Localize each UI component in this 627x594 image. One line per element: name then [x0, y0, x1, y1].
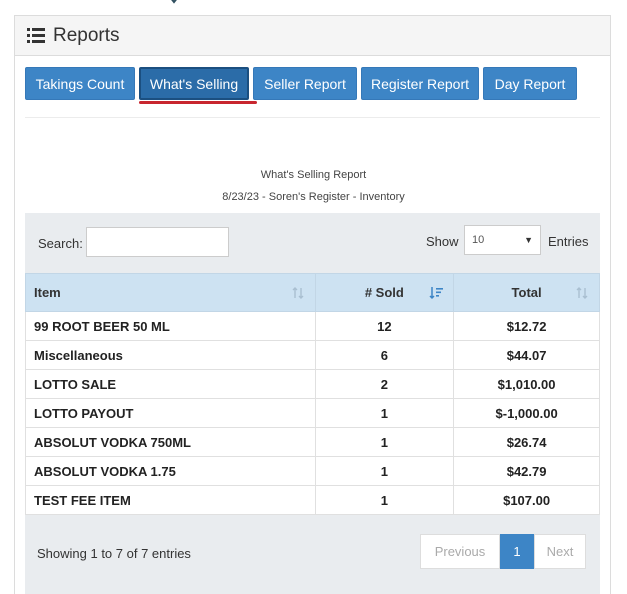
cell-sold: 1 — [314, 398, 455, 428]
table-row: 99 ROOT BEER 50 ML 12 $12.72 — [25, 311, 600, 341]
pagination: Previous 1 Next — [420, 534, 586, 569]
search-label: Search: — [38, 236, 83, 251]
cell-item: LOTTO SALE — [25, 369, 316, 399]
cell-total: $107.00 — [453, 485, 600, 515]
table-row: Miscellaneous 6 $44.07 — [25, 340, 600, 370]
page-title: Reports — [53, 24, 120, 46]
cell-item: 99 ROOT BEER 50 ML — [25, 311, 316, 341]
tab-seller-report[interactable]: Seller Report — [253, 67, 357, 100]
page-size-value: 10 — [472, 234, 485, 246]
previous-page-button[interactable]: Previous — [420, 534, 500, 569]
sort-desc-icon — [429, 287, 444, 300]
table-row: TEST FEE ITEM 1 $107.00 — [25, 485, 600, 515]
cell-sold: 1 — [314, 485, 455, 515]
active-tab-underline — [139, 101, 257, 104]
next-page-button[interactable]: Next — [534, 534, 586, 569]
cell-total: $-1,000.00 — [453, 398, 600, 428]
cell-sold: 1 — [314, 427, 455, 457]
cell-sold: 1 — [314, 456, 455, 486]
cell-item: ABSOLUT VODKA 1.75 — [25, 456, 316, 486]
column-header-sold[interactable]: # Sold — [314, 273, 455, 312]
sort-icon — [292, 287, 303, 299]
table-row: ABSOLUT VODKA 750ML 1 $26.74 — [25, 427, 600, 457]
entries-label: Entries — [548, 234, 589, 249]
column-header-total[interactable]: Total — [453, 273, 600, 312]
tab-whats-selling[interactable]: What's Selling — [139, 67, 249, 100]
search-input[interactable] — [86, 227, 229, 257]
cell-sold: 6 — [314, 340, 455, 370]
table-row: LOTTO PAYOUT 1 $-1,000.00 — [25, 398, 600, 428]
tab-takings-count[interactable]: Takings Count — [25, 67, 135, 100]
page-size-select[interactable]: 10 ▼ — [464, 225, 541, 255]
cell-sold: 2 — [314, 369, 455, 399]
show-label: Show — [426, 234, 459, 249]
dropdown-arrow-icon: ▼ — [524, 235, 533, 245]
tab-register-report[interactable]: Register Report — [361, 67, 479, 100]
cell-item: LOTTO PAYOUT — [25, 398, 316, 428]
cell-total: $26.74 — [453, 427, 600, 457]
report-tabs: Takings Count What's Selling Seller Repo… — [25, 67, 581, 100]
cell-total: $44.07 — [453, 340, 600, 370]
table-row: ABSOLUT VODKA 1.75 1 $42.79 — [25, 456, 600, 486]
whats-selling-table: Item # Sold Total — [25, 273, 600, 515]
table-info: Showing 1 to 7 of 7 entries — [37, 546, 191, 561]
sort-icon — [576, 287, 588, 299]
page-1-button[interactable]: 1 — [500, 534, 534, 569]
cell-sold: 12 — [314, 311, 455, 341]
list-icon — [27, 28, 45, 43]
data-table-container: Search: Show 10 ▼ Entries Item # Sold — [25, 213, 600, 594]
table-row: LOTTO SALE 2 $1,010.00 — [25, 369, 600, 399]
report-title: What's Selling Report — [260, 169, 367, 181]
cell-total: $42.79 — [453, 456, 600, 486]
table-header-row: Item # Sold Total — [25, 273, 600, 312]
tab-day-report[interactable]: Day Report — [483, 67, 577, 100]
column-header-item[interactable]: Item — [25, 273, 316, 312]
divider — [25, 117, 600, 118]
panel-header: Reports — [15, 16, 610, 56]
report-subtitle: 8/23/23 - Soren's Register - Inventory — [222, 191, 405, 203]
cell-item: ABSOLUT VODKA 750ML — [25, 427, 316, 457]
cell-total: $1,010.00 — [453, 369, 600, 399]
caret-down-icon — [171, 0, 177, 4]
cell-item: Miscellaneous — [25, 340, 316, 370]
reports-panel: Reports Takings Count What's Selling Sel… — [14, 15, 611, 594]
cell-item: TEST FEE ITEM — [25, 485, 316, 515]
cell-total: $12.72 — [453, 311, 600, 341]
